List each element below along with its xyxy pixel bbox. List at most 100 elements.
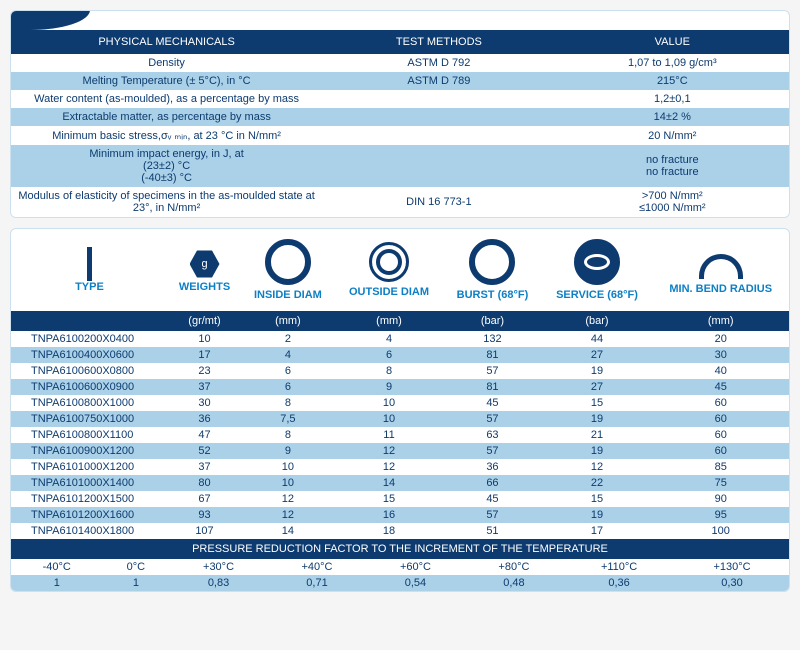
cell: 18	[335, 523, 444, 539]
physical-row: Modulus of elasticity of specimens in th…	[11, 187, 789, 217]
cell: TNPA6100600X0800	[11, 363, 168, 379]
cell: Minimum impact energy, in J, at (23±2) °…	[11, 145, 322, 187]
cell: >700 N/mm² ≤1000 N/mm²	[556, 187, 789, 217]
cell: 30	[652, 347, 789, 363]
lbl-burst: BURST (68°F)	[447, 289, 537, 301]
cell	[322, 145, 555, 187]
cell: Modulus of elasticity of specimens in th…	[11, 187, 322, 217]
cell: TNPA6101200X1500	[11, 491, 168, 507]
units-row: (gr/mt) (mm) (mm) (bar) (bar) (mm)	[11, 311, 789, 331]
cell: no fracture no fracture	[556, 145, 789, 187]
spec-row: TNPA6100750X1000367,510571960	[11, 411, 789, 427]
cell: 4	[335, 331, 444, 347]
cell: TNPA6100900X1200	[11, 443, 168, 459]
cell: 215°C	[556, 72, 789, 90]
cell: TNPA6101000X1400	[11, 475, 168, 491]
cell: 37	[168, 459, 241, 475]
cell: 8	[241, 427, 335, 443]
cell: TNPA6100800X1100	[11, 427, 168, 443]
cell: -40°C	[11, 559, 103, 575]
cell: 8	[335, 363, 444, 379]
unit-0	[11, 311, 168, 331]
cell	[322, 90, 555, 108]
cell: Density	[11, 54, 322, 72]
cell: 14±2 %	[556, 108, 789, 126]
cell: 10	[168, 331, 241, 347]
temp-table: -40°C0°C+30°C+40°C+60°C+80°C+110°C+130°C…	[11, 559, 789, 591]
cell: 132	[443, 331, 541, 347]
cell: 9	[335, 379, 444, 395]
cell: 15	[542, 491, 653, 507]
cell: 63	[443, 427, 541, 443]
cell: 100	[652, 523, 789, 539]
cell: 10	[241, 459, 335, 475]
cell: 44	[542, 331, 653, 347]
cell: ASTM D 789	[322, 72, 555, 90]
cell: 81	[443, 347, 541, 363]
cell: 45	[443, 395, 541, 411]
cell: 16	[335, 507, 444, 523]
cell: 36	[168, 411, 241, 427]
cell: 22	[542, 475, 653, 491]
lbl-service: SERVICE (68°F)	[546, 289, 649, 301]
cell: TNPA6100800X1000	[11, 395, 168, 411]
cell: 19	[542, 411, 653, 427]
cell: 19	[542, 507, 653, 523]
cell: 1	[11, 575, 103, 591]
cell: 14	[241, 523, 335, 539]
hdr-phys: PHYSICAL MECHANICALS	[11, 30, 322, 54]
cell: 57	[443, 443, 541, 459]
cell: +80°C	[465, 559, 563, 575]
icon-row: TYPE gWEIGHTS INSIDE DIAM OUTSIDE DIAM B…	[11, 229, 789, 311]
temp-header-row: -40°C0°C+30°C+40°C+60°C+80°C+110°C+130°C	[11, 559, 789, 575]
cell: 15	[542, 395, 653, 411]
cell: 0,48	[465, 575, 563, 591]
cell: TNPA6101000X1200	[11, 459, 168, 475]
cell: 66	[443, 475, 541, 491]
spec-row: TNPA6100200X040010241324420	[11, 331, 789, 347]
burst-icon	[469, 239, 515, 285]
type-icon	[87, 247, 92, 281]
lbl-inside: INSIDE DIAM	[245, 289, 331, 301]
cell: Minimum basic stress,σᵥ ₘᵢₙ, at 23 °C in…	[11, 126, 322, 145]
cell: 75	[652, 475, 789, 491]
cell: 60	[652, 411, 789, 427]
cell: 60	[652, 427, 789, 443]
unit-2: (mm)	[241, 311, 335, 331]
cell: TNPA6100600X0900	[11, 379, 168, 395]
outside-diam-icon	[369, 242, 409, 282]
tab-curve	[10, 10, 90, 30]
cell: 45	[443, 491, 541, 507]
cell: 51	[443, 523, 541, 539]
cell: 4	[241, 347, 335, 363]
physical-header: PHYSICAL MECHANICALS TEST METHODS VALUE	[11, 30, 789, 54]
cell: 40	[652, 363, 789, 379]
cell: 0,36	[563, 575, 675, 591]
cell: Water content (as-moulded), as a percent…	[11, 90, 322, 108]
cell: 45	[652, 379, 789, 395]
cell: 17	[542, 523, 653, 539]
cell: 36	[443, 459, 541, 475]
cell: 10	[241, 475, 335, 491]
cell: 12	[241, 491, 335, 507]
physical-row: Minimum impact energy, in J, at (23±2) °…	[11, 145, 789, 187]
cell: 12	[335, 459, 444, 475]
cell: 93	[168, 507, 241, 523]
physical-panel: PHYSICAL MECHANICALS TEST METHODS VALUE …	[10, 10, 790, 218]
unit-5: (bar)	[542, 311, 653, 331]
cell: 95	[652, 507, 789, 523]
cell: 0°C	[103, 559, 170, 575]
cell: 37	[168, 379, 241, 395]
cell: 6	[335, 347, 444, 363]
cell: Extractable matter, as percentage by mas…	[11, 108, 322, 126]
spec-row: TNPA6100400X06001746812730	[11, 347, 789, 363]
spec-row: TNPA6100900X120052912571960	[11, 443, 789, 459]
cell	[322, 126, 555, 145]
cell: 2	[241, 331, 335, 347]
lbl-weights: WEIGHTS	[172, 281, 237, 293]
cell: 0,54	[366, 575, 464, 591]
spec-row: TNPA6100800X110047811632160	[11, 427, 789, 443]
cell: 27	[542, 379, 653, 395]
cell: +30°C	[169, 559, 267, 575]
cell: 19	[542, 363, 653, 379]
